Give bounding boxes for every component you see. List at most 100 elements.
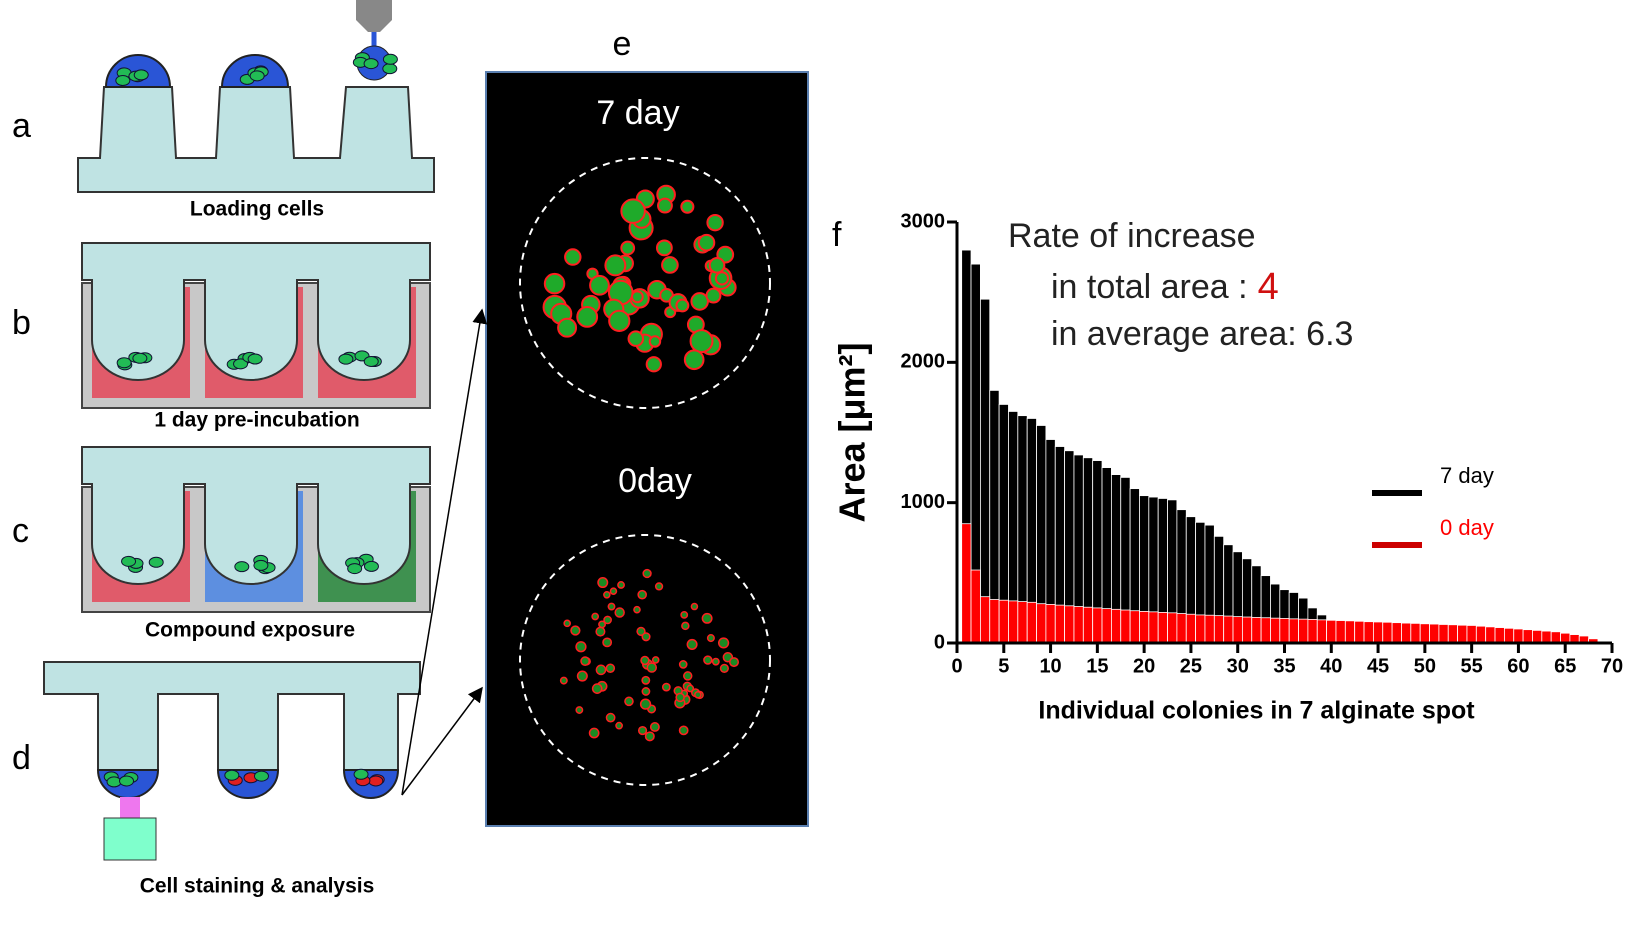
colony (703, 655, 713, 665)
caption: Loading cells (190, 198, 324, 221)
bar (1503, 627, 1515, 644)
cell (363, 355, 379, 367)
bar (1204, 614, 1215, 644)
cell (249, 70, 265, 82)
colony (661, 256, 679, 274)
bar (1064, 605, 1075, 644)
colony (686, 638, 698, 650)
colony (591, 612, 600, 621)
image-label: 7 day (596, 94, 679, 132)
colony (705, 287, 722, 304)
cell (233, 358, 249, 370)
bar (1532, 629, 1543, 644)
spot-outline (519, 157, 771, 409)
bar (1073, 606, 1084, 644)
colony (690, 292, 709, 311)
arrow (401, 686, 483, 796)
colony (654, 582, 664, 591)
bar (1541, 630, 1552, 644)
cell (368, 775, 384, 787)
x-tick-label: 60 (1507, 655, 1529, 677)
annotation-value: 4 (1258, 266, 1279, 308)
x-tick-label: 15 (1086, 655, 1108, 677)
image-label: 0day (618, 462, 692, 500)
bar (1167, 612, 1178, 644)
plate-d (43, 661, 421, 771)
cell (347, 563, 363, 575)
bar (1110, 608, 1122, 644)
cell (148, 556, 164, 568)
cell (363, 560, 379, 572)
annotation: in average area: 6.3 (1051, 315, 1353, 353)
colony (683, 349, 705, 371)
x-tick-label: 25 (1180, 655, 1202, 677)
x-tick-label: 50 (1414, 655, 1436, 677)
cell (382, 53, 398, 65)
colony (563, 619, 571, 628)
colony (697, 233, 716, 252)
bar (998, 599, 1009, 644)
colony (564, 248, 582, 266)
bar (1363, 621, 1374, 644)
colony (630, 290, 644, 304)
labels: a b c d e f Loading cells 1 day pre-incu… (12, 25, 842, 898)
bar (1429, 623, 1440, 644)
bar (1335, 620, 1346, 644)
bar (1241, 616, 1253, 644)
bar (1485, 626, 1496, 644)
bar (1382, 621, 1393, 644)
colony (543, 272, 566, 295)
colony (614, 607, 625, 618)
colony (641, 675, 651, 685)
colony (689, 329, 714, 354)
colony (680, 610, 689, 619)
cell (106, 776, 122, 788)
bar (1447, 624, 1459, 644)
x-tick-label: 30 (1227, 655, 1249, 677)
colony (591, 683, 603, 694)
colony (607, 602, 616, 611)
bar (1008, 600, 1019, 644)
bar (1307, 619, 1318, 644)
annotation: Rate of increase (1008, 217, 1256, 255)
bar (1251, 617, 1262, 644)
cell (121, 555, 137, 567)
colony (624, 696, 634, 707)
colony (661, 682, 671, 692)
micrograph (485, 71, 809, 827)
panel-letter: c (12, 512, 29, 550)
bar (1522, 629, 1533, 644)
cell (132, 352, 148, 364)
y-tick-label: 0 (934, 631, 945, 653)
colony (603, 591, 611, 599)
x-tick-label: 55 (1461, 655, 1483, 677)
cell (338, 353, 354, 365)
bar (1279, 618, 1290, 644)
bar (1120, 609, 1131, 644)
objective (103, 817, 157, 861)
colony (678, 725, 689, 736)
bar (1457, 624, 1468, 644)
bar (1185, 613, 1197, 644)
colony (681, 621, 690, 631)
nozzle (356, 0, 392, 32)
colony (686, 684, 695, 693)
bar (1419, 623, 1430, 644)
colony (694, 690, 702, 699)
y-tick-label: 3000 (901, 210, 946, 232)
panel-letter: a (12, 107, 31, 145)
colony (646, 662, 658, 673)
cell (253, 770, 269, 782)
bar (1129, 610, 1140, 644)
colony (605, 663, 616, 673)
colony (617, 581, 625, 589)
bar (1092, 607, 1103, 644)
arrow (401, 308, 488, 796)
colony (678, 660, 688, 669)
colony (620, 240, 636, 256)
bar (1157, 612, 1168, 644)
caption: Compound exposure (145, 619, 355, 642)
colony (570, 625, 581, 636)
colony (690, 602, 699, 611)
bar (1513, 628, 1524, 644)
